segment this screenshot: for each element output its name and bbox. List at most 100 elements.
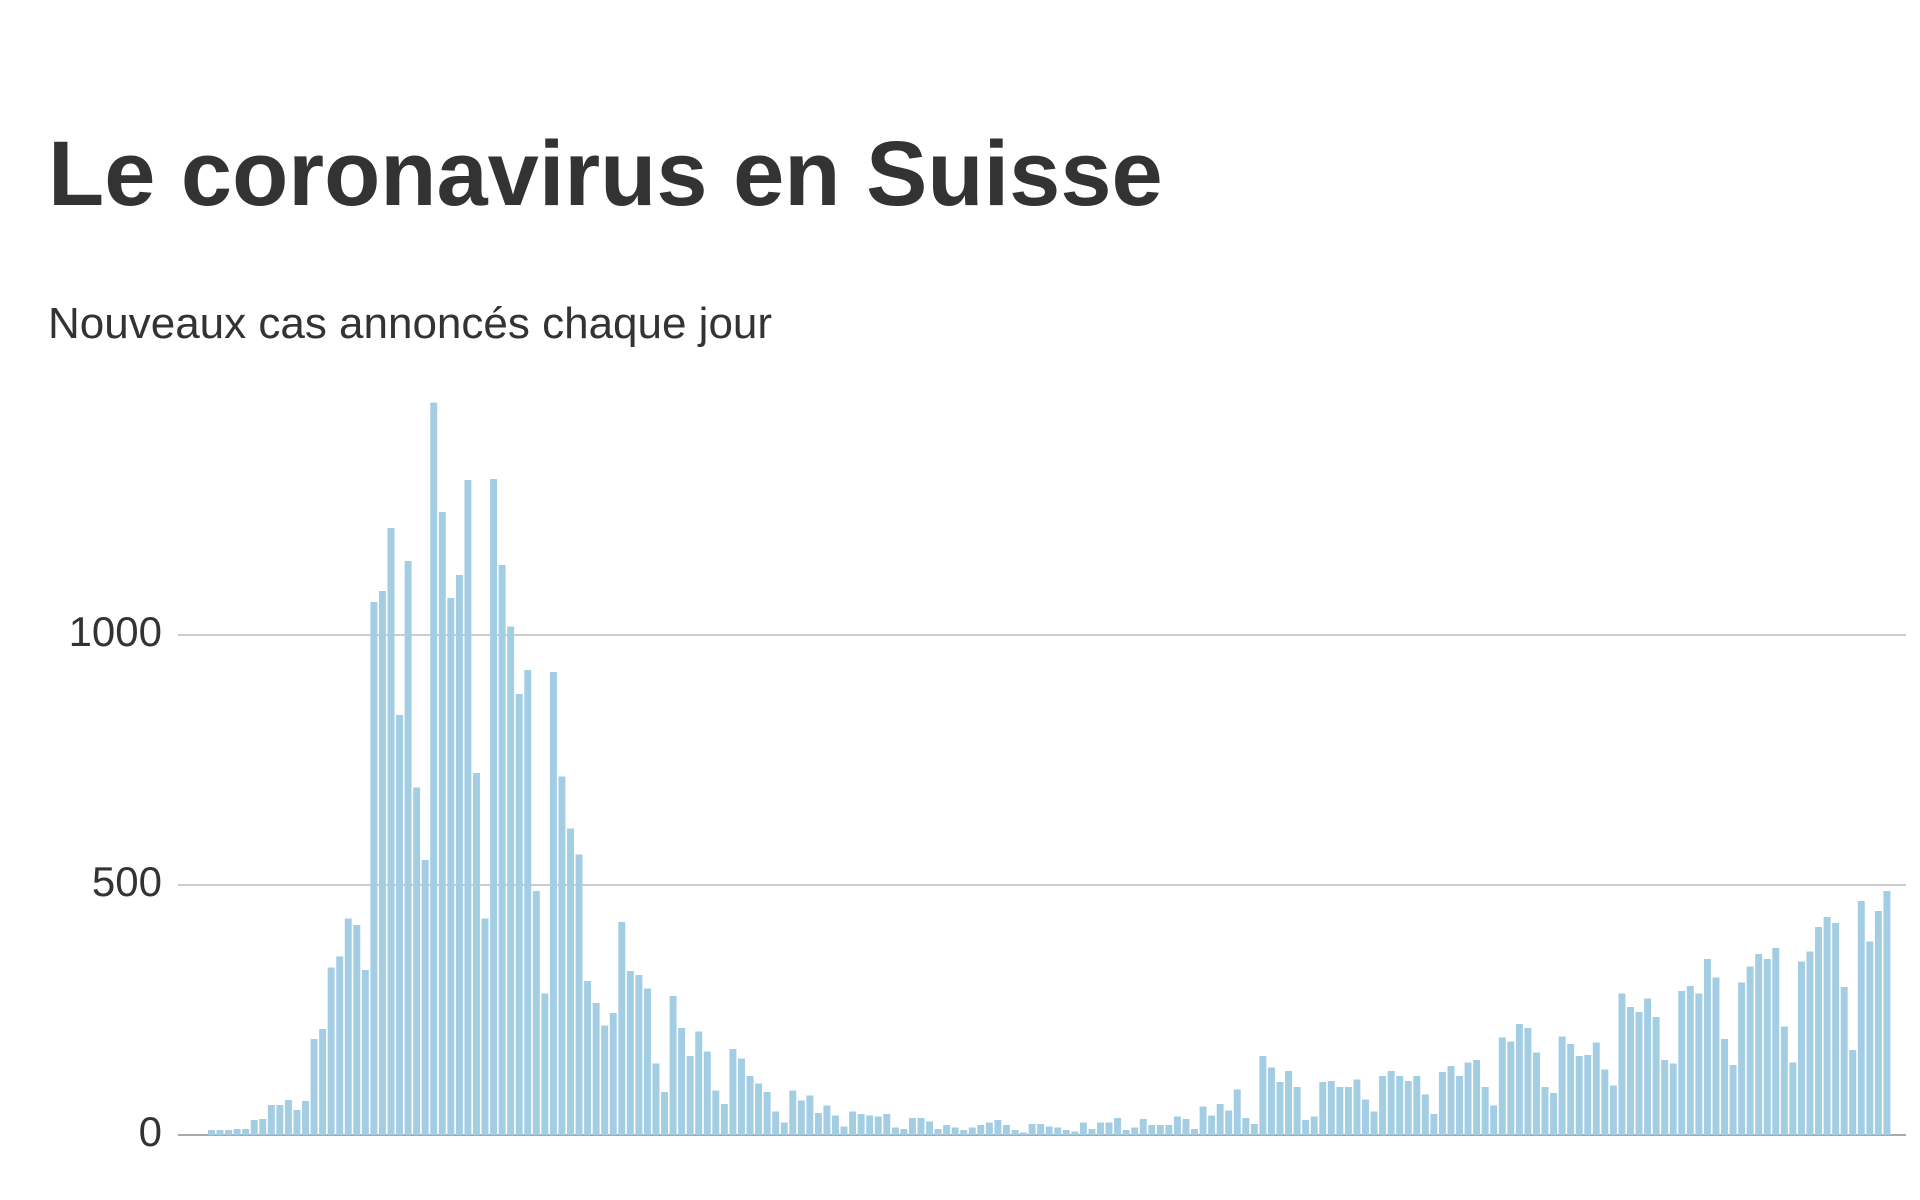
bar xyxy=(1456,1076,1463,1135)
bar xyxy=(814,1113,822,1135)
bar xyxy=(319,1029,327,1135)
bar xyxy=(669,996,677,1135)
bar xyxy=(1627,1007,1634,1135)
bar xyxy=(1020,1132,1028,1135)
bar xyxy=(1250,1124,1258,1135)
bar xyxy=(378,591,386,1135)
bar xyxy=(276,1105,284,1135)
bar xyxy=(1225,1110,1233,1135)
bar xyxy=(874,1116,882,1135)
bar xyxy=(1473,1060,1481,1135)
bar xyxy=(1669,1063,1677,1135)
bar xyxy=(1438,1072,1446,1135)
bar xyxy=(567,828,574,1135)
bar xyxy=(344,918,352,1135)
bar xyxy=(1772,948,1780,1135)
bar xyxy=(584,981,592,1135)
bar xyxy=(361,970,369,1135)
bar xyxy=(413,787,421,1135)
bar xyxy=(225,1130,233,1135)
bar xyxy=(310,1039,318,1135)
bar xyxy=(1404,1081,1412,1135)
bar xyxy=(994,1120,1002,1135)
chart-title: Le coronavirus en Suisse xyxy=(48,123,1163,225)
bar xyxy=(1062,1130,1070,1135)
bar xyxy=(1883,891,1891,1135)
bar xyxy=(404,561,412,1135)
bar xyxy=(1541,1087,1549,1135)
bar xyxy=(1165,1125,1173,1135)
bar xyxy=(1421,1094,1429,1135)
bar xyxy=(302,1101,309,1135)
bar xyxy=(1302,1120,1310,1135)
bar xyxy=(1840,987,1848,1135)
bar xyxy=(293,1110,301,1135)
bar xyxy=(1148,1125,1156,1135)
bar xyxy=(558,776,566,1135)
bar xyxy=(917,1118,925,1135)
bar xyxy=(575,854,583,1135)
bar xyxy=(1618,993,1626,1135)
bar xyxy=(746,1076,754,1135)
bar xyxy=(609,1013,617,1135)
bar xyxy=(1011,1130,1019,1135)
bar xyxy=(1199,1106,1207,1135)
bar xyxy=(1233,1089,1241,1135)
bar xyxy=(1464,1062,1472,1135)
bar xyxy=(464,480,472,1135)
y-tick-label: 1000 xyxy=(69,608,162,655)
bar xyxy=(618,922,626,1135)
bar xyxy=(857,1114,865,1135)
bar xyxy=(840,1126,848,1135)
bar xyxy=(1524,1028,1532,1135)
bar xyxy=(908,1118,916,1135)
bar xyxy=(515,694,523,1135)
bar xyxy=(1857,901,1865,1135)
bar xyxy=(455,575,463,1135)
bar xyxy=(1216,1104,1224,1135)
bar xyxy=(1267,1067,1275,1135)
bar xyxy=(1558,1036,1566,1135)
bar xyxy=(1823,917,1831,1135)
bar xyxy=(1644,998,1652,1135)
bar xyxy=(686,1056,694,1135)
bar xyxy=(737,1058,745,1135)
bar xyxy=(1319,1082,1327,1135)
bar xyxy=(866,1115,874,1135)
bar xyxy=(1729,1065,1737,1135)
bar xyxy=(430,402,438,1135)
bar xyxy=(387,528,395,1135)
bar xyxy=(960,1130,968,1135)
bar xyxy=(1832,923,1840,1135)
bar xyxy=(1532,1052,1540,1135)
bar xyxy=(720,1104,728,1135)
bar xyxy=(1789,1062,1797,1135)
bar xyxy=(1763,959,1771,1135)
bar xyxy=(926,1121,933,1135)
bar xyxy=(1498,1037,1506,1135)
bar xyxy=(1293,1087,1301,1135)
y-tick-label: 500 xyxy=(92,858,162,905)
bar xyxy=(396,715,404,1135)
bar xyxy=(1182,1119,1190,1135)
bar xyxy=(1379,1076,1387,1135)
bar xyxy=(1336,1087,1344,1135)
bar xyxy=(1575,1056,1583,1135)
bar xyxy=(1122,1130,1130,1135)
bar xyxy=(1071,1131,1079,1135)
bar xyxy=(242,1129,250,1135)
bar xyxy=(498,565,506,1135)
bar xyxy=(1276,1082,1284,1135)
bar xyxy=(532,891,540,1135)
bar xyxy=(652,1063,660,1135)
bar xyxy=(1797,961,1805,1135)
bar xyxy=(1849,1050,1857,1135)
bar xyxy=(353,925,361,1135)
bar xyxy=(327,967,335,1135)
bar xyxy=(1156,1125,1164,1135)
bar xyxy=(832,1115,839,1135)
bar xyxy=(1703,959,1711,1135)
bar xyxy=(1285,1071,1293,1135)
bar xyxy=(1097,1122,1104,1135)
